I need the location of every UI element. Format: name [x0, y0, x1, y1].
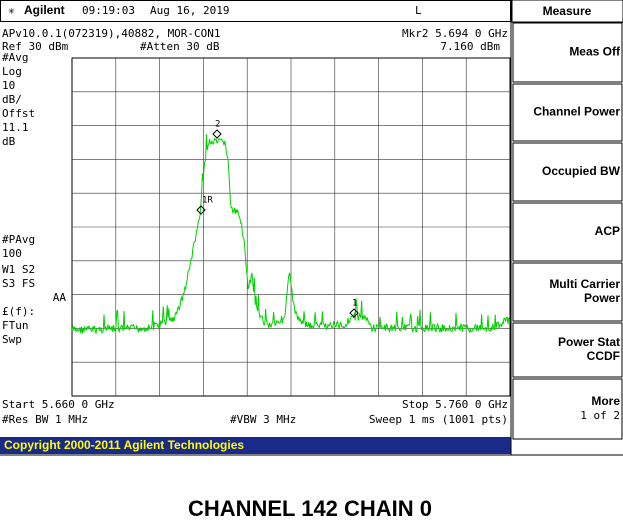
marker-readout: Mkr2 5.694 0 GHz	[402, 27, 508, 40]
left-label: dB	[2, 135, 16, 148]
left-label: Swp	[2, 333, 22, 346]
left-label: #Avg	[2, 51, 29, 64]
left-label: AA	[53, 291, 67, 304]
softkey-label: Channel Power	[533, 105, 620, 119]
softkey-label: Power	[584, 291, 620, 305]
grid	[72, 58, 510, 396]
marker-diamond	[349, 308, 359, 318]
softkey[interactable]	[512, 262, 623, 322]
softkey[interactable]	[512, 322, 623, 378]
softkey-label: Multi Carrier	[549, 277, 620, 291]
softkey[interactable]	[512, 22, 623, 83]
marker-value: 7.160 dBm	[440, 40, 500, 53]
left-label: Log	[2, 65, 22, 78]
marker-label: 1	[352, 299, 357, 309]
softkey[interactable]	[512, 83, 623, 142]
left-label: W1 S2	[2, 263, 35, 276]
start-freq: Start 5.660 0 GHz	[2, 398, 115, 411]
left-label: £(f):	[2, 305, 35, 318]
marker-diamond	[196, 205, 206, 215]
softkeys: Meas Off Channel Power Occupied BW ACP Multi…	[512, 22, 623, 440]
marker-label: 1R	[202, 196, 213, 206]
vbw: #VBW 3 MHz	[230, 413, 296, 426]
trace	[71, 134, 511, 335]
date: Aug 16, 2019	[150, 4, 229, 17]
softkey-title-box	[511, 0, 623, 23]
copyright: Copyright 2000-2011 Agilent Technologies	[4, 438, 244, 452]
attenuation: #Atten 30 dB	[140, 40, 220, 53]
caption: CHANNEL 142 CHAIN 0	[188, 496, 432, 521]
softkey-label: Power Stat	[558, 335, 620, 349]
softkey-label: Occupied BW	[542, 164, 621, 178]
marker-label: 2	[215, 120, 220, 130]
info-line: APv10.0.1(072319),40882, MOR-CON1	[2, 27, 221, 40]
left-label: 11.1	[2, 121, 29, 134]
markers: 2 1R 1	[196, 120, 359, 318]
softkey[interactable]	[512, 202, 623, 262]
copyright-bar	[0, 437, 511, 454]
time: 09:19:03	[82, 4, 135, 17]
logo-icon: ✳	[8, 4, 15, 17]
rbw: #Res BW 1 MHz	[2, 413, 88, 426]
softkey[interactable]	[512, 378, 623, 440]
softkey-label: 1 of 2	[580, 409, 620, 422]
softkey-label: CCDF	[587, 349, 620, 363]
softkey[interactable]	[512, 142, 623, 202]
left-label: dB/	[2, 93, 22, 106]
status-bar	[0, 0, 511, 22]
left-label: #PAvg	[2, 233, 35, 246]
mode: L	[415, 4, 422, 17]
left-label: 100	[2, 247, 22, 260]
marker-diamond	[212, 129, 222, 139]
brand: Agilent	[24, 3, 65, 17]
stop-freq: Stop 5.760 0 GHz	[402, 398, 508, 411]
softkey-label: ACP	[595, 224, 620, 238]
softkey-label: More	[591, 394, 620, 408]
left-label: FTun	[2, 319, 29, 332]
left-label: S3 FS	[2, 277, 35, 290]
sweep: Sweep 1 ms (1001 pts)	[369, 413, 508, 426]
softkey-label: Meas Off	[569, 45, 621, 59]
ref-level: Ref 30 dBm	[2, 40, 69, 53]
softkey-title: Measure	[543, 4, 592, 18]
left-label: 10	[2, 79, 15, 92]
left-label: Offst	[2, 107, 35, 120]
